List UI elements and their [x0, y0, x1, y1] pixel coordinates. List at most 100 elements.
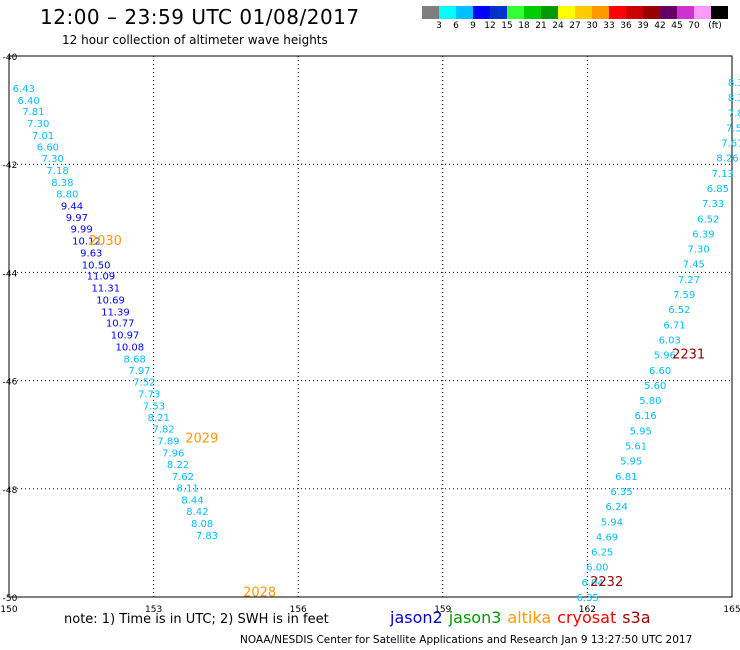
chart-subtitle: 12 hour collection of altimeter wave hei… — [62, 33, 328, 47]
swh-data-point: 6.60 — [37, 142, 59, 153]
colorbar-label: 15 — [501, 21, 513, 31]
colorbar — [422, 6, 728, 19]
colorbar-swatch — [592, 6, 609, 19]
swh-data-point: 5.96 — [654, 351, 676, 362]
swh-data-point: 6.85 — [707, 184, 729, 195]
x-tick-label: 150 — [0, 605, 17, 615]
x-tick-label: 165 — [723, 605, 740, 615]
swh-data-point: 5.95 — [620, 457, 642, 468]
x-tick-label: 159 — [434, 605, 451, 615]
colorbar-swatch — [507, 6, 524, 19]
colorbar-swatch — [643, 6, 660, 19]
swh-data-point: 8.80 — [56, 189, 78, 200]
swh-data-point: 5.95 — [630, 426, 652, 437]
swh-data-point: 7.96 — [162, 449, 184, 460]
swh-data-point: 5.60 — [644, 381, 666, 392]
swh-data-point: 8.21 — [148, 413, 170, 424]
colorbar-label: 36 — [620, 21, 632, 31]
swh-data-point: 7.52 — [133, 378, 155, 389]
colorbar-label: 39 — [637, 21, 649, 31]
colorbar-label: 6 — [453, 21, 459, 31]
swh-data-point: 5.80 — [639, 396, 661, 407]
legend-jason2: jason2 — [390, 608, 443, 627]
swh-data-point: 8.31 — [728, 78, 740, 89]
colorbar-label: 45 — [671, 21, 683, 31]
swh-data-point: 8.11 — [177, 484, 199, 495]
pass-time-label: 2028 — [243, 586, 276, 601]
swh-data-point: 6.52 — [668, 305, 690, 316]
colorbar-label: 21 — [535, 21, 547, 31]
colorbar-label: 9 — [470, 21, 476, 31]
colorbar-label: 42 — [654, 21, 666, 31]
swh-data-point: 7.27 — [678, 275, 700, 286]
swh-data-point: 7.53 — [143, 401, 165, 412]
swh-data-point: 6.40 — [18, 96, 40, 107]
swh-data-point: 6.35 — [610, 487, 632, 498]
swh-data-point: 10.12 — [72, 236, 101, 247]
swh-data-point: 9.99 — [71, 225, 93, 236]
y-tick-label: -44 — [3, 269, 18, 279]
swh-data-point: 6.71 — [663, 320, 685, 331]
swh-data-point: 11.31 — [91, 284, 120, 295]
swh-data-point: 4.69 — [596, 532, 618, 543]
y-tick-label: -50 — [3, 594, 18, 604]
swh-data-point: 10.77 — [106, 319, 135, 330]
swh-data-point: 6.43 — [13, 84, 35, 95]
swh-data-point: 7.13 — [712, 169, 734, 180]
swh-data-point: 6.60 — [649, 366, 671, 377]
swh-data-point: 8.38 — [728, 93, 740, 104]
swh-data-point: 7.01 — [32, 131, 54, 142]
swh-data-point: 7.59 — [673, 290, 695, 301]
swh-data-point: 8.38 — [51, 178, 73, 189]
colorbar-label: 70 — [688, 21, 700, 31]
swh-data-point: 10.08 — [116, 343, 145, 354]
swh-data-point: 7.61 — [721, 139, 740, 150]
swh-data-point: 7.30 — [42, 154, 64, 165]
colorbar-swatch — [422, 6, 439, 19]
swh-data-point: 7.81 — [22, 107, 44, 118]
legend-jason3: jason3 — [448, 608, 502, 627]
colorbar-swatch — [524, 6, 541, 19]
satellite-legend: jason2 jason3 altika cryosat s3a — [390, 608, 657, 627]
colorbar-swatch — [694, 6, 711, 19]
swh-data-point: 8.08 — [191, 519, 213, 530]
footer-credit: NOAA/NESDIS Center for Satellite Applica… — [240, 634, 693, 646]
swh-data-point: 8.44 — [181, 496, 203, 507]
pass-time-label: 2231 — [672, 348, 705, 363]
swh-data-point: 6.00 — [586, 563, 608, 574]
colorbar-label: 24 — [552, 21, 564, 31]
y-tick-label: -46 — [3, 378, 18, 388]
plot-frame — [8, 55, 733, 598]
colorbar-swatch — [660, 6, 677, 19]
y-tick-label: -40 — [3, 53, 18, 63]
colorbar-swatch — [439, 6, 456, 19]
swh-data-point: 6.52 — [697, 214, 719, 225]
swh-data-point: 9.63 — [80, 248, 102, 259]
swh-data-point: 9.97 — [66, 213, 88, 224]
colorbar-swatch — [456, 6, 473, 19]
swh-data-point: 6.25 — [591, 548, 613, 559]
y-tick-label: -42 — [3, 161, 18, 171]
swh-data-point: 8.68 — [124, 354, 146, 365]
colorbar-label: 30 — [586, 21, 598, 31]
swh-data-point: 10.69 — [96, 295, 125, 306]
swh-data-point: 7.80 — [728, 108, 740, 119]
swh-data-point: 7.33 — [702, 199, 724, 210]
colorbar-swatch — [541, 6, 558, 19]
x-tick-label: 156 — [290, 605, 307, 615]
swh-data-point: 7.73 — [138, 390, 160, 401]
colorbar-swatch — [575, 6, 592, 19]
swh-data-point: 11.39 — [101, 307, 130, 318]
swh-data-point: 5.94 — [601, 517, 623, 528]
x-tick-label: 153 — [145, 605, 162, 615]
footer-note: note: 1) Time is in UTC; 2) SWH is in fe… — [64, 612, 329, 627]
swh-data-point: 9.44 — [61, 201, 83, 212]
colorbar-swatch — [490, 6, 507, 19]
swh-data-point: 6.81 — [615, 472, 637, 483]
pass-time-label: 2232 — [590, 575, 623, 590]
swh-data-point: 6.24 — [606, 502, 628, 513]
colorbar-label: 12 — [484, 21, 496, 31]
swh-data-point: 8.22 — [167, 460, 189, 471]
